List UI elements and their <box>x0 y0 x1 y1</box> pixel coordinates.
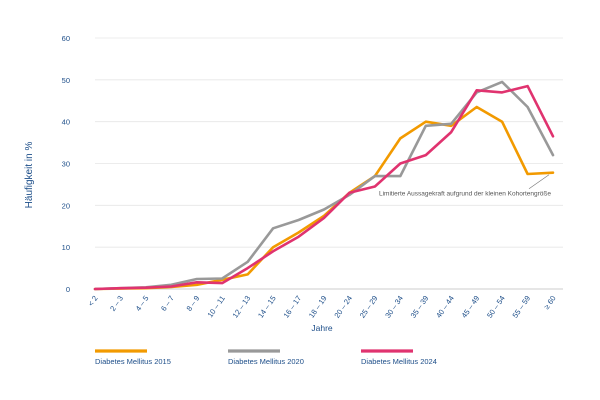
y-tick-label: 20 <box>62 201 70 210</box>
y-tick-label: 40 <box>62 118 70 127</box>
data-point <box>144 286 147 289</box>
x-tick-label: 8 – 9 <box>184 294 201 313</box>
data-point <box>170 285 173 288</box>
data-point <box>297 231 300 234</box>
data-point <box>94 288 96 290</box>
x-tick-label: 6 – 7 <box>159 294 176 313</box>
y-axis-title: Häufigkeit in % <box>24 142 35 209</box>
data-point <box>475 89 478 92</box>
data-point <box>323 216 325 219</box>
data-point <box>424 154 427 157</box>
gridlines <box>95 37 563 290</box>
annotation-text: Limitierte Aussagekraft aufgrund der kle… <box>379 191 551 198</box>
x-axis-ticks: < 2 2 – 3 4 – 5 6 – 7 8 – 9 10 – 11 12 – 13 14 … <box>86 294 557 320</box>
data-point <box>399 162 402 165</box>
x-tick-label: 4 – 5 <box>134 294 151 313</box>
x-tick-label: 16 – 17 <box>281 294 303 320</box>
y-tick-label: 60 <box>62 34 70 43</box>
x-tick-label: 45 – 49 <box>460 294 482 320</box>
data-point <box>195 283 198 286</box>
data-point <box>424 124 427 127</box>
x-tick-label: 2 – 3 <box>108 294 125 313</box>
y-tick-label: 10 <box>62 243 70 252</box>
data-point <box>246 273 249 276</box>
y-axis-ticks: 0 10 20 30 40 50 60 <box>62 34 70 294</box>
data-point <box>501 81 504 83</box>
x-tick-label: 12 – 13 <box>231 294 253 320</box>
data-point <box>526 173 529 175</box>
data-point <box>526 106 529 108</box>
series-lines <box>93 80 555 291</box>
data-point <box>552 171 554 174</box>
data-point <box>272 227 275 230</box>
x-tick-label: 14 – 15 <box>256 294 278 320</box>
x-tick-label: 35 – 39 <box>409 294 431 320</box>
data-point <box>221 282 224 285</box>
x-tick-label: 40 – 44 <box>434 294 456 320</box>
legend-label: Diabetes Mellitus 2015 <box>95 357 171 366</box>
x-tick-label: 30 – 34 <box>383 294 405 320</box>
series-line <box>93 84 555 291</box>
data-point <box>195 278 198 280</box>
data-point <box>221 277 224 280</box>
x-tick-label: 18 – 19 <box>307 294 329 320</box>
data-point <box>552 135 554 138</box>
data-point <box>373 185 376 188</box>
x-tick-label: < 2 <box>86 294 99 308</box>
x-tick-label: 10 – 11 <box>205 294 226 319</box>
y-tick-label: 30 <box>62 160 70 169</box>
x-tick-label: ≥ 60 <box>542 294 558 311</box>
legend-label: Diabetes Mellitus 2024 <box>361 357 437 366</box>
data-point <box>399 137 402 140</box>
data-point <box>450 124 453 127</box>
data-point <box>526 85 529 88</box>
data-point <box>373 175 376 177</box>
x-tick-label: 50 – 54 <box>485 294 507 320</box>
x-tick-label: 25 – 29 <box>358 294 380 320</box>
x-axis-title: Jahre <box>311 323 333 333</box>
data-point <box>450 131 453 134</box>
data-point <box>272 250 275 253</box>
data-point <box>246 267 249 269</box>
legend: Diabetes Mellitus 2015 Diabetes Mellitus … <box>95 349 437 366</box>
annotation-leader <box>528 174 550 189</box>
y-tick-label: 50 <box>62 76 70 85</box>
data-point <box>475 106 478 108</box>
series-line <box>93 80 555 291</box>
data-point <box>297 235 300 238</box>
legend-label: Diabetes Mellitus 2020 <box>228 357 304 366</box>
annotations: Limitierte Aussagekraft aufgrund der kle… <box>379 174 551 198</box>
data-point <box>552 154 554 157</box>
series-line <box>93 105 555 291</box>
data-point <box>272 246 275 249</box>
data-point <box>501 91 504 94</box>
data-point <box>450 122 453 125</box>
data-point <box>297 219 300 221</box>
data-point <box>195 281 198 284</box>
y-tick-label: 0 <box>66 285 70 294</box>
data-point <box>119 287 122 290</box>
x-tick-label: 20 – 24 <box>332 294 354 320</box>
data-point <box>246 260 249 263</box>
data-point <box>501 120 504 123</box>
x-tick-label: 55 – 59 <box>510 294 532 320</box>
data-point <box>348 191 351 194</box>
data-point <box>424 120 427 123</box>
data-point <box>323 208 325 211</box>
data-point <box>399 175 402 177</box>
